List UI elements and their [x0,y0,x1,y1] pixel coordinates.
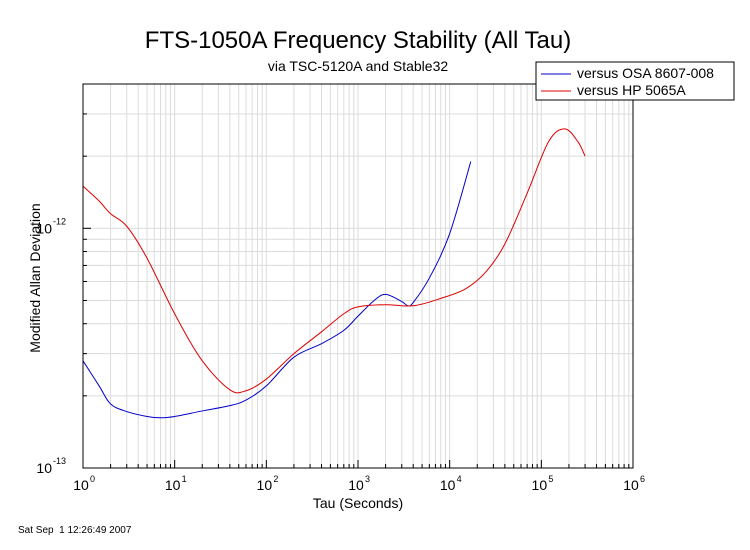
x-tick-label: 10 [440,477,456,493]
x-tick-label: 10 [73,477,89,493]
x-tick-exponent: 6 [640,474,645,484]
chart-subtitle: via TSC-5120A and Stable32 [268,58,449,74]
legend-box [535,61,735,101]
y-tick-exponent: -12 [53,216,66,226]
x-tick-label: 10 [532,477,548,493]
y-axis-label: Modified Allan Deviation [27,203,43,352]
legend: versus OSA 8607-008 versus HP 5065A [535,61,735,101]
x-tick-exponent: 0 [90,474,95,484]
x-tick-label: 10 [165,477,181,493]
series-lines [82,128,586,419]
x-tick-exponent: 5 [548,474,553,484]
x-tick-exponent: 1 [182,474,187,484]
x-tick-label: 10 [348,477,364,493]
y-tick-exponent: -13 [53,456,66,466]
footer-timestamp: Sat Sep 1 12:26:49 2007 [18,525,132,536]
x-tick-exponent: 2 [273,474,278,484]
legend-label-hp: versus HP 5065A [577,82,686,98]
x-tick-label: 10 [257,477,273,493]
series-line-0 [82,161,472,419]
y-tick-label: 10 [36,460,52,476]
x-tick-exponent: 3 [365,474,370,484]
legend-label-osa: versus OSA 8607-008 [577,65,714,81]
chart-title: FTS-1050A Frequency Stability (All Tau) [145,27,571,54]
x-axis-label: Tau (Seconds) [313,495,403,511]
x-tick-label: 10 [623,477,639,493]
x-axis-ticks: 10 0 10 1 10 2 10 3 10 4 10 5 10 6 [73,460,645,493]
series-line-1 [82,128,586,394]
y-tick-label: 10 [36,220,52,236]
grid [82,83,633,469]
x-tick-exponent: 4 [457,474,462,484]
